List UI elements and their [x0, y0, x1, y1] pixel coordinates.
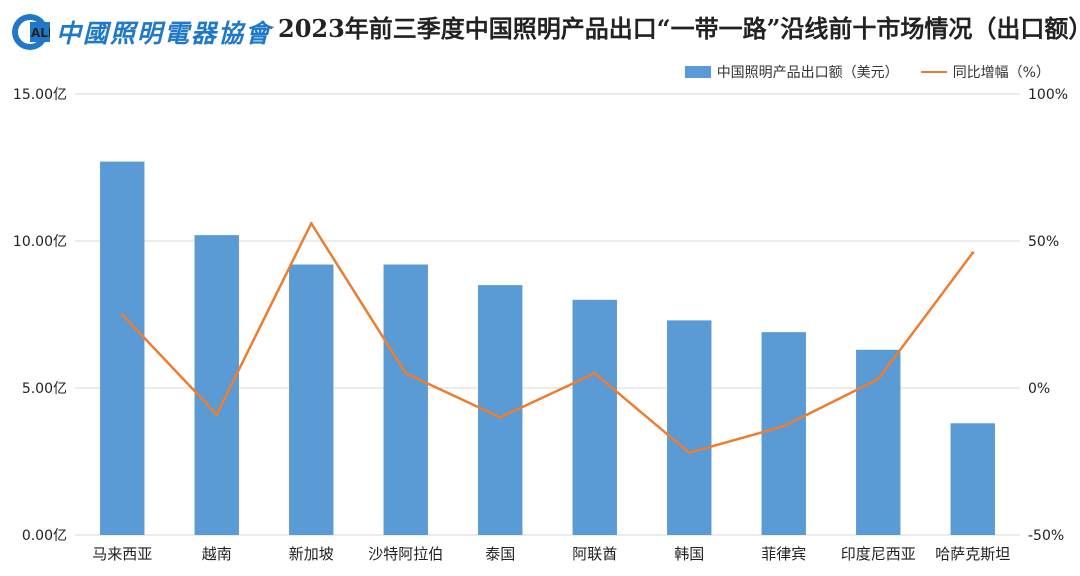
chart-title: 2023年前三季度中国照明产品出口“一带一路”沿线前十市场情况（出口额） [278, 14, 1080, 43]
line-point [309, 221, 313, 225]
category-label: 新加坡 [289, 545, 334, 563]
legend-line-swatch [920, 71, 947, 73]
legend-line-label: 同比增幅（%） [952, 65, 1050, 81]
bar [383, 264, 428, 535]
left-tick-label: 0.00亿 [22, 528, 67, 544]
cali-logo-icon: ALI [12, 14, 50, 50]
bar [572, 299, 617, 535]
right-tick-label: -50% [1028, 528, 1064, 544]
line-point [593, 371, 597, 375]
logo-name: 中國照明電器協會 [56, 19, 273, 48]
category-label: 哈萨克斯坦 [935, 545, 1010, 563]
bar [289, 264, 334, 535]
legend-bar-swatch [684, 66, 711, 78]
category-label: 泰国 [485, 545, 515, 563]
left-tick-label: 5.00亿 [22, 381, 67, 397]
category-label: 印度尼西亚 [841, 545, 916, 563]
line-point [120, 313, 124, 316]
legend-bar-label: 中国照明产品出口额（美元） [716, 65, 899, 81]
category-label: 阿联酋 [572, 545, 617, 563]
category-label: 越南 [202, 545, 232, 563]
bar [761, 332, 806, 535]
line-point [687, 451, 691, 455]
line-point [404, 371, 408, 375]
bar [100, 161, 145, 535]
category-label: 韩国 [674, 545, 704, 563]
category-label: 菲律宾 [761, 545, 806, 563]
line-point [971, 251, 975, 255]
category-label: 沙特阿拉伯 [368, 545, 443, 563]
line-point [498, 415, 502, 419]
bar [667, 320, 712, 535]
bar [950, 423, 995, 535]
right-tick-label: 100% [1028, 87, 1068, 103]
line-point [215, 412, 219, 416]
right-tick-label: 0% [1028, 381, 1050, 397]
logo: ALI 中國照明電器協會 [10, 12, 272, 52]
category-label: 马来西亚 [92, 545, 152, 563]
line-point [876, 377, 880, 381]
left-tick-label: 10.00亿 [13, 234, 67, 250]
left-tick-label: 15.00亿 [13, 87, 67, 103]
line-point [782, 424, 786, 428]
svg-text:ALI: ALI [31, 26, 50, 40]
growth-line [121, 222, 974, 454]
legend: 中国照明产品出口额（美元） 同比增幅（%） [684, 62, 1050, 82]
right-tick-label: 50% [1028, 234, 1059, 250]
